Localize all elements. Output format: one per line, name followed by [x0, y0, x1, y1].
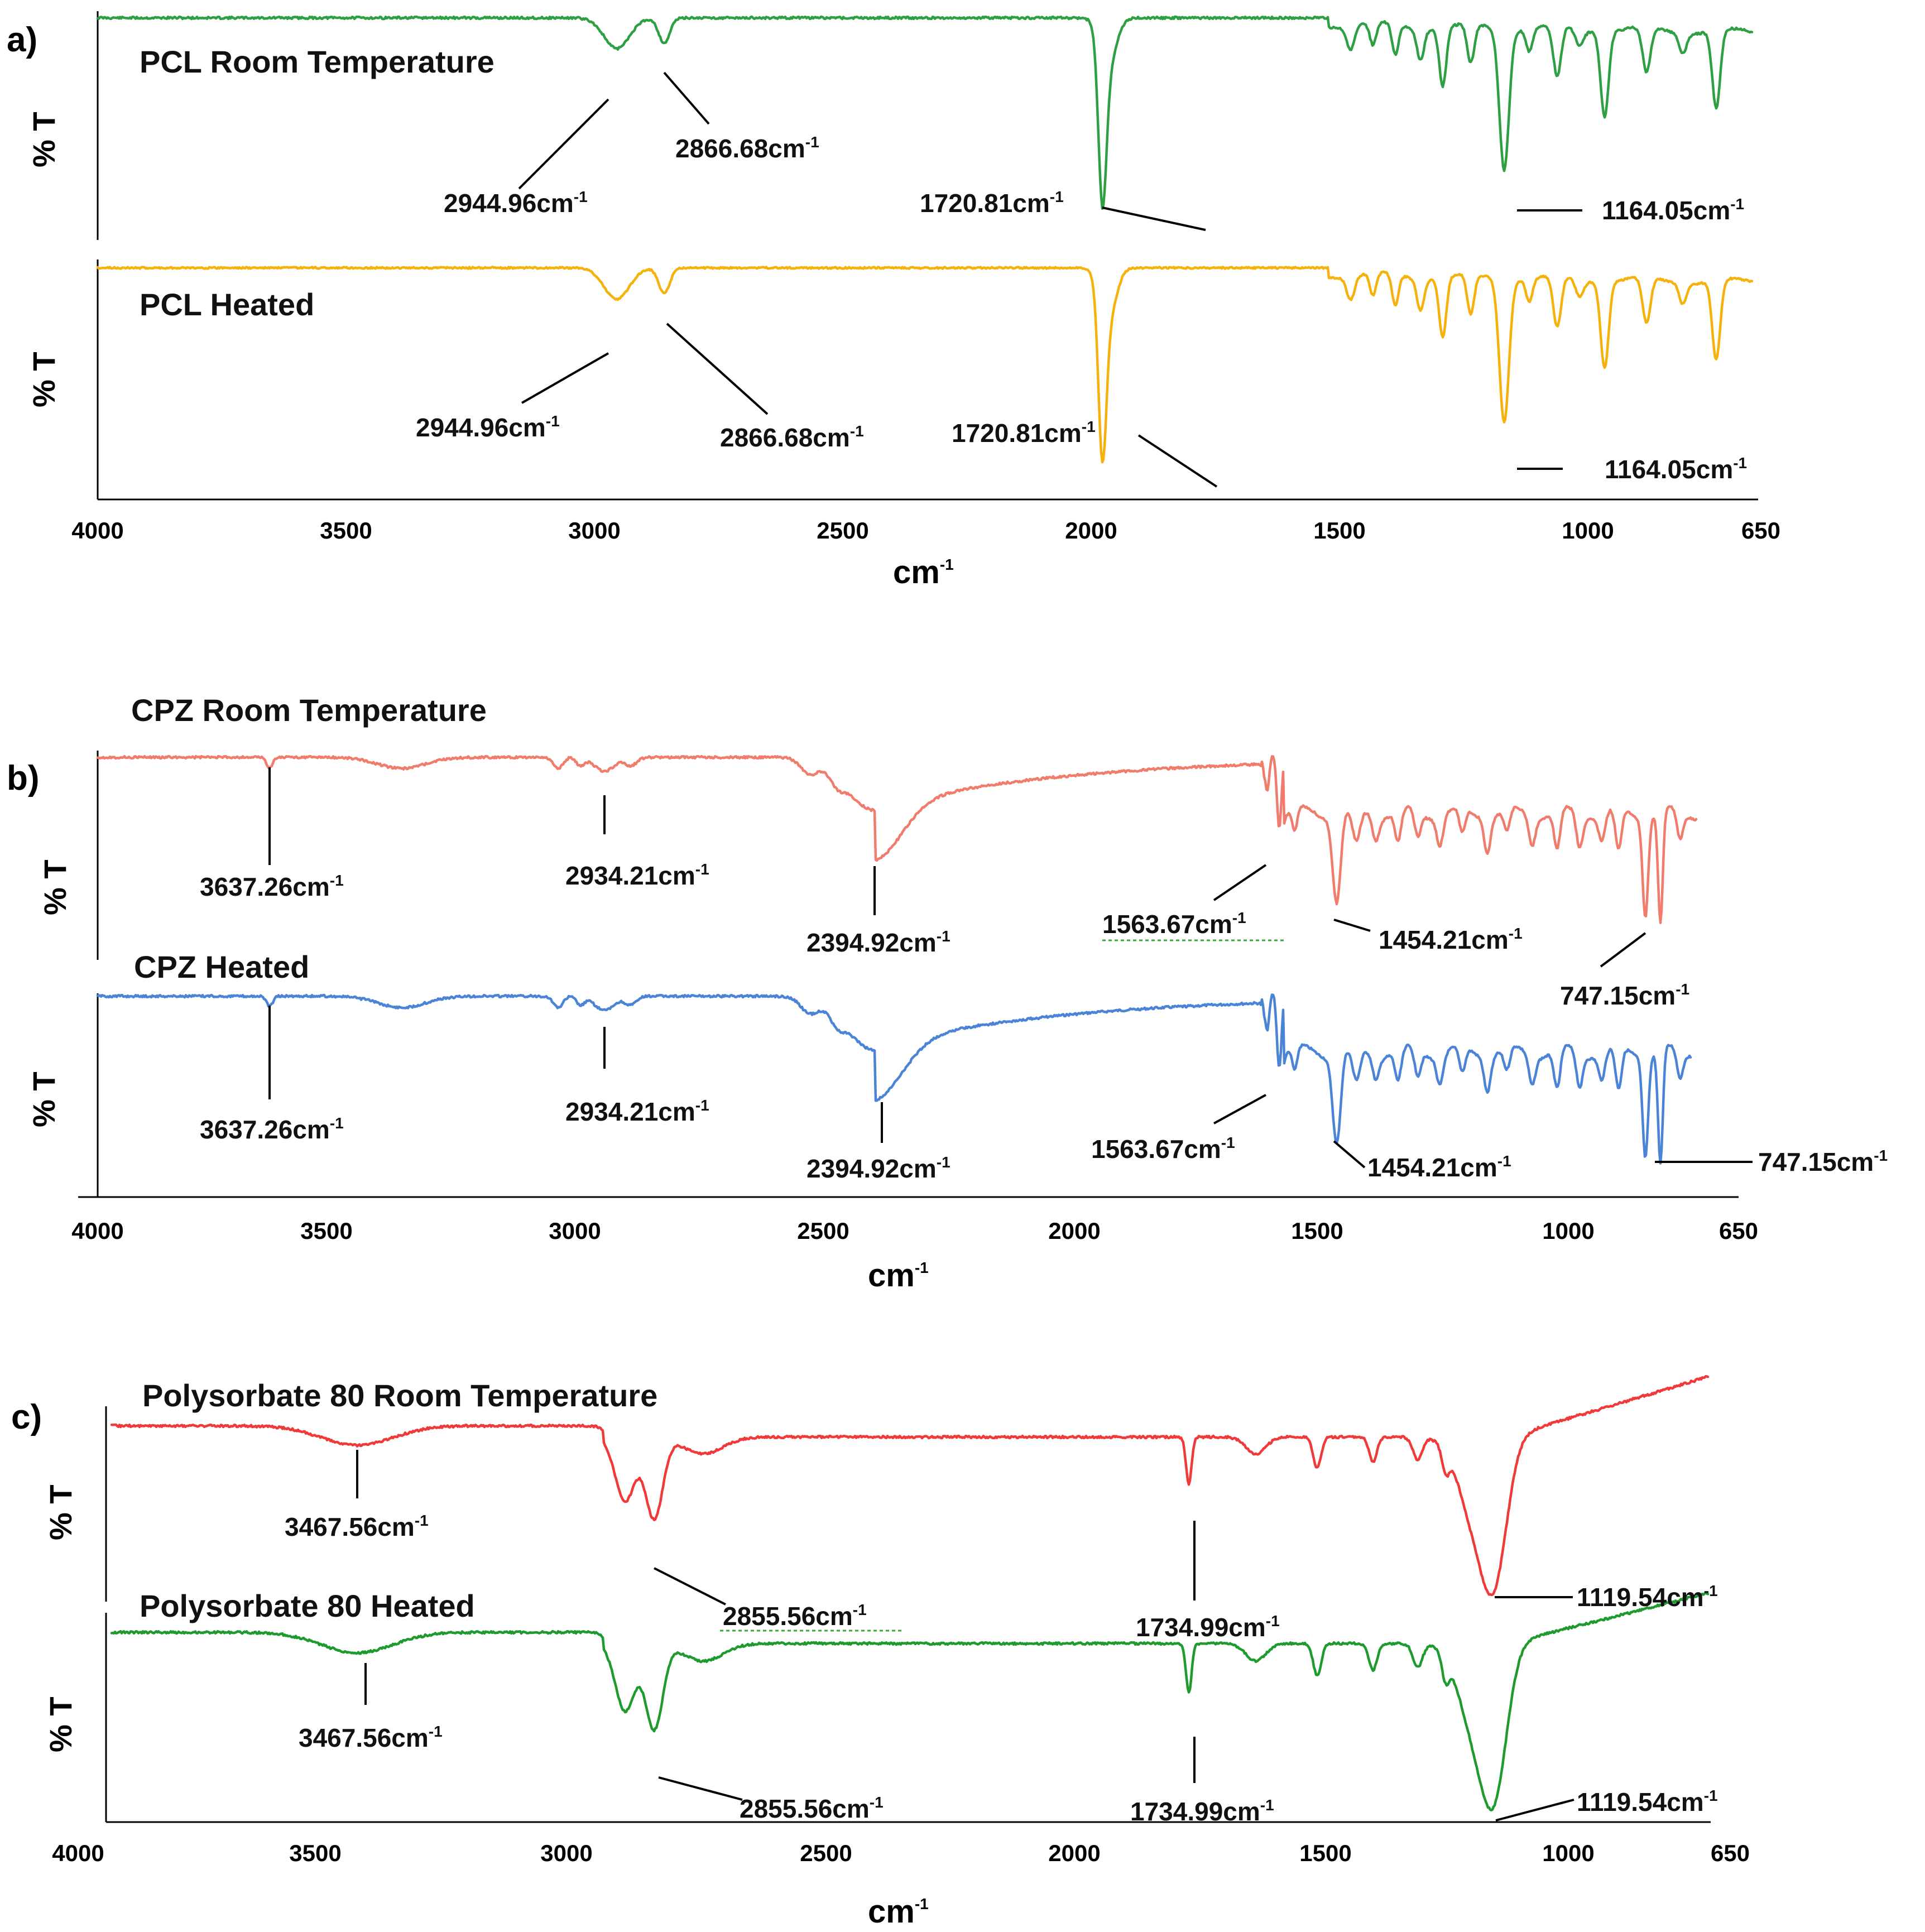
- x-tick: 4000: [71, 1218, 123, 1244]
- cpz-room-temperature-title: CPZ Room Temperature: [131, 693, 487, 728]
- x-tick: 4000: [71, 517, 123, 544]
- panel-b-xlabel: cm-1: [868, 1257, 929, 1294]
- panel-c-bottom-ylabel: % T: [43, 1696, 78, 1752]
- cpz-room-temperature-spectrum: [96, 754, 1698, 924]
- peak-annotation: 1164.05cm-1: [1602, 195, 1744, 225]
- cpz-heated-spectrum: [96, 993, 1692, 1165]
- peak-annotation: 1563.67cm-1: [1091, 1134, 1235, 1164]
- peak-annotation: 2934.21cm-1: [565, 861, 709, 890]
- panel-c: c) % T % T Polysorbate 80 Room Temperatu…: [11, 1374, 1750, 1930]
- panel-c-xlabel: cm-1: [868, 1893, 929, 1930]
- panel-c-xticks: 4000 3500 3000 2500 2000 1500 1000 650: [52, 1840, 1750, 1866]
- x-tick: 1500: [1313, 517, 1365, 544]
- annotation-leader: [521, 352, 609, 404]
- panel-c-top-ylabel: % T: [43, 1484, 78, 1540]
- peak-annotation: 1119.54cm-1: [1577, 1787, 1718, 1816]
- peak-annotation: 3637.26cm-1: [200, 1114, 344, 1144]
- peak-annotation: 1720.81cm-1: [952, 418, 1096, 448]
- peak-annotation: 2394.92cm-1: [807, 1154, 951, 1183]
- panel-a: a) % T % T PCL Room Temperature PCL Heat…: [7, 11, 1780, 590]
- peak-annotation: 2394.92cm-1: [807, 927, 951, 957]
- panel-b-label: b): [7, 759, 40, 797]
- x-tick: 3000: [549, 1218, 601, 1244]
- panel-b-bottom-ylabel: % T: [26, 1071, 61, 1127]
- pcl-heated-title: PCL Heated: [140, 287, 314, 322]
- cpz-heated-title: CPZ Heated: [134, 949, 309, 984]
- x-tick: 2500: [800, 1840, 852, 1866]
- panel-a-xticks: 4000 3500 3000 2500 2000 1500 1000 650: [71, 517, 1780, 544]
- x-tick: 650: [1711, 1840, 1750, 1866]
- panel-a-bottom-ylabel: % T: [26, 352, 61, 407]
- peak-annotation: 1119.54cm-1: [1577, 1582, 1718, 1612]
- x-tick: 3000: [568, 517, 620, 544]
- panel-a-xlabel: cm-1: [893, 554, 954, 590]
- panel-b: b) % T % T CPZ Room Temperature CPZ Heat…: [7, 693, 1888, 1294]
- polysorbate-80-heated-title: Polysorbate 80 Heated: [140, 1588, 475, 1623]
- peak-annotation: 2866.68cm-1: [675, 133, 819, 163]
- x-tick: 1000: [1562, 517, 1614, 544]
- annotation-leader: [518, 98, 609, 190]
- annotation-leader: [663, 71, 710, 125]
- peak-annotation: 747.15cm-1: [1560, 981, 1689, 1010]
- annotation-leader: [654, 1567, 726, 1606]
- x-tick: 3500: [320, 517, 372, 544]
- panel-b-xticks: 4000 3500 3000 2500 2000 1500 1000 650: [71, 1218, 1758, 1244]
- annotation-leader: [666, 323, 769, 415]
- pcl-room-temperature-spectrum: [96, 15, 1754, 210]
- x-tick: 3500: [300, 1218, 352, 1244]
- peak-annotation: 3637.26cm-1: [200, 872, 344, 901]
- annotation-leader: [1137, 434, 1218, 488]
- peak-annotation: 1454.21cm-1: [1379, 925, 1523, 954]
- x-tick: 2500: [797, 1218, 849, 1244]
- x-tick: 4000: [52, 1840, 104, 1866]
- x-tick: 1500: [1291, 1218, 1343, 1244]
- x-tick: 1500: [1299, 1840, 1351, 1866]
- x-tick: 3000: [540, 1840, 592, 1866]
- peak-annotation: 3467.56cm-1: [299, 1723, 443, 1752]
- annotation-leader: [1495, 1799, 1574, 1822]
- annotation-leader: [1213, 1094, 1266, 1124]
- peak-annotation: 2944.96cm-1: [444, 188, 588, 218]
- pcl-heated-spectrum: [96, 266, 1754, 464]
- x-tick: 3500: [289, 1840, 341, 1866]
- peak-annotation: 1734.99cm-1: [1136, 1612, 1280, 1642]
- annotation-leader: [1333, 1140, 1366, 1169]
- peak-annotation: 747.15cm-1: [1758, 1147, 1888, 1176]
- polysorbate-80-heated-spectrum: [110, 1591, 1710, 1811]
- annotation-leader: [1600, 932, 1646, 968]
- pcl-room-temperature-title: PCL Room Temperature: [140, 44, 495, 79]
- panel-b-top-ylabel: % T: [37, 859, 73, 915]
- panel-a-label: a): [7, 21, 37, 59]
- annotation-leader: [1213, 864, 1267, 901]
- peak-annotation: 2855.56cm-1: [723, 1601, 867, 1631]
- peak-annotation: 2855.56cm-1: [740, 1794, 884, 1823]
- x-tick: 2000: [1048, 1840, 1100, 1866]
- panel-c-label: c): [11, 1398, 42, 1436]
- peak-annotation: 1734.99cm-1: [1130, 1796, 1274, 1826]
- polysorbate-80-room-temperature-title: Polysorbate 80 Room Temperature: [142, 1378, 657, 1413]
- x-tick: 650: [1741, 517, 1780, 544]
- annotation-leader: [1333, 919, 1371, 932]
- peak-annotation: 2866.68cm-1: [720, 422, 864, 452]
- x-tick: 1000: [1542, 1218, 1594, 1244]
- panel-a-top-ylabel: % T: [26, 112, 61, 167]
- peak-annotation: 2934.21cm-1: [565, 1097, 709, 1126]
- polysorbate-80-room-temperature-spectrum: [110, 1374, 1710, 1597]
- peak-annotation: 1454.21cm-1: [1367, 1152, 1511, 1182]
- annotation-leader: [658, 1776, 743, 1801]
- peak-annotation: 1720.81cm-1: [920, 188, 1064, 218]
- peak-annotation: 3467.56cm-1: [285, 1512, 429, 1541]
- x-tick: 2000: [1065, 517, 1117, 544]
- x-tick: 650: [1719, 1218, 1758, 1244]
- x-tick: 2500: [817, 517, 868, 544]
- peak-annotation: 2944.96cm-1: [416, 412, 560, 442]
- peak-annotation: 1164.05cm-1: [1605, 454, 1747, 484]
- peak-annotation: 1563.67cm-1: [1102, 909, 1246, 939]
- annotation-leader: [1102, 206, 1206, 231]
- x-tick: 1000: [1542, 1840, 1594, 1866]
- x-tick: 2000: [1048, 1218, 1100, 1244]
